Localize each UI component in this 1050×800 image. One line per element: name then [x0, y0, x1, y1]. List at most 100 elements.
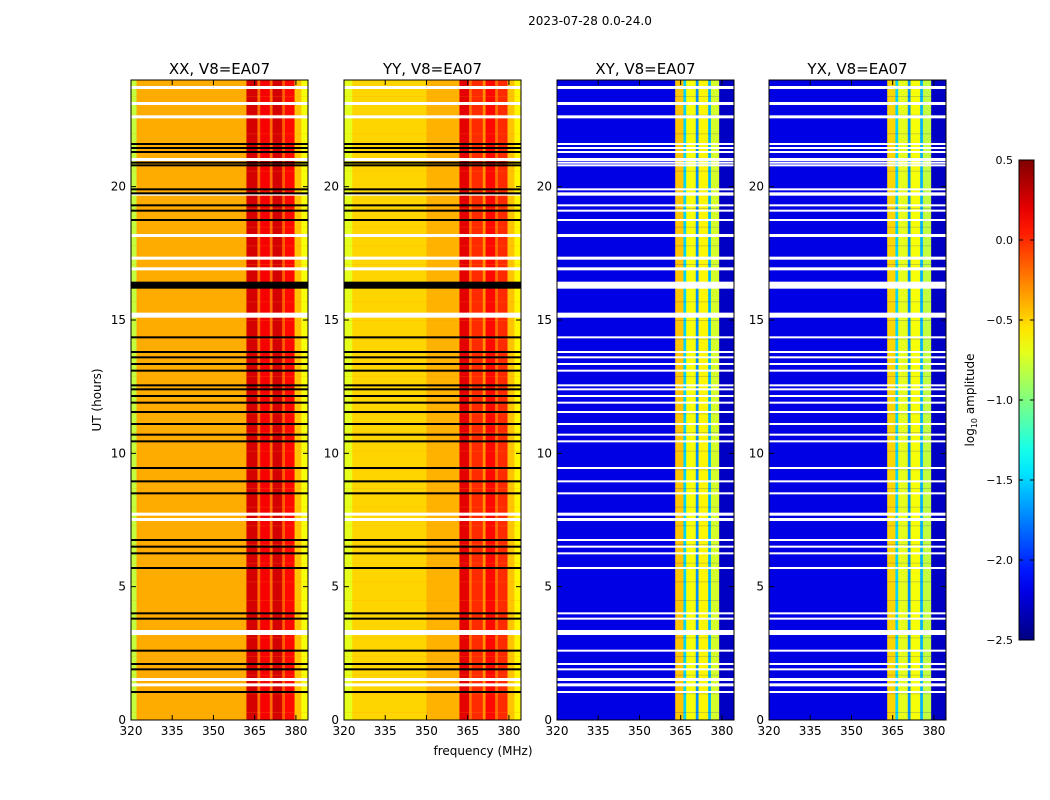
heatmap-band	[136, 80, 247, 720]
flagged-row-black	[131, 351, 308, 353]
heatmap-texture	[769, 506, 946, 508]
heatmap-texture	[769, 114, 946, 116]
heatmap-texture	[557, 413, 734, 415]
panel-title: YY, V8=EA07	[382, 60, 482, 78]
flagged-row-white	[344, 102, 521, 105]
flagged-row-black	[131, 539, 308, 541]
flagged-row-white	[769, 512, 946, 516]
flagged-row-black	[769, 151, 946, 153]
flagged-row-black	[557, 411, 734, 413]
flagged-row-black	[131, 388, 308, 391]
heatmap-texture	[769, 338, 946, 340]
flagged-row-black	[769, 433, 946, 436]
heatmap-texture	[557, 506, 734, 508]
flagged-row-black	[344, 151, 521, 153]
flagged-row-white	[557, 267, 734, 271]
heatmap-texture	[344, 432, 521, 433]
flagged-row-white	[344, 267, 521, 271]
flagged-row-black	[557, 668, 734, 671]
heatmap-texture	[344, 226, 521, 228]
flagged-row-black	[769, 369, 946, 372]
x-tick-label: 365	[881, 724, 904, 738]
x-tick-label: 350	[840, 724, 863, 738]
flagged-row-white	[344, 518, 521, 521]
flagged-row-white	[557, 86, 734, 89]
flagged-row-white	[131, 158, 308, 161]
x-tick-label: 365	[243, 724, 266, 738]
flagged-row-black	[344, 440, 521, 443]
heatmap-texture	[131, 264, 308, 265]
flagged-row-black	[557, 351, 734, 353]
heatmap-texture	[557, 469, 734, 471]
flagged-row-black	[769, 492, 946, 495]
flagged-row-black	[344, 388, 521, 391]
flagged-row-white	[557, 234, 734, 237]
heatmap-texture	[131, 693, 308, 695]
flagged-row-black	[131, 164, 308, 167]
heatmap-texture	[769, 413, 946, 415]
flagged-row-black	[769, 161, 946, 164]
heatmap-texture	[769, 226, 946, 228]
heatmap-texture	[557, 712, 734, 713]
heatmap-texture	[131, 562, 308, 564]
x-tick-label: 350	[415, 724, 438, 738]
flagged-row-black	[769, 480, 946, 483]
flagged-row-black	[557, 612, 734, 615]
flagged-row-black	[769, 395, 946, 397]
flagged-row-black	[557, 147, 734, 149]
heatmap-texture	[131, 226, 308, 228]
heatmap-texture	[769, 301, 946, 303]
heatmap-band	[272, 80, 283, 720]
heatmap-texture	[344, 376, 521, 377]
flagged-row-black	[344, 356, 521, 359]
heatmap-band	[131, 80, 137, 720]
heatmap-texture	[344, 264, 521, 265]
flagged-row-white	[769, 678, 946, 681]
flagged-row-black	[131, 151, 308, 153]
heatmap-texture	[769, 674, 946, 676]
flagged-row-white	[769, 267, 946, 271]
flagged-row-white	[344, 678, 521, 681]
y-tick-label: 10	[537, 446, 552, 460]
heatmap-texture	[344, 208, 521, 209]
flagged-row-black	[131, 411, 308, 413]
flagged-row-black	[131, 423, 308, 425]
panel-frame	[556, 79, 735, 721]
flagged-row-white	[131, 86, 308, 89]
heatmap-texture	[769, 488, 946, 489]
flagged-row-white	[131, 512, 308, 516]
flagged-row-black	[131, 668, 308, 671]
heatmap-band	[282, 80, 286, 720]
flagged-row-black	[131, 384, 308, 387]
heatmap-texture	[769, 600, 946, 601]
heatmap-texture	[344, 488, 521, 489]
flagged-row-black	[344, 617, 521, 620]
heatmap-texture	[131, 170, 308, 172]
flagged-row-white	[769, 630, 946, 635]
x-tick-label: 335	[799, 724, 822, 738]
heatmap-texture	[557, 133, 734, 135]
flagged-row-black	[344, 204, 521, 207]
heatmap-texture	[557, 562, 734, 564]
heatmap-band	[898, 80, 909, 720]
flagged-row-white	[131, 102, 308, 105]
colorbar-label-log: log	[963, 428, 977, 446]
flagged-row-black	[131, 363, 308, 365]
y-tick-label: 5	[544, 580, 552, 594]
heatmap-texture	[557, 674, 734, 676]
heatmap-texture	[557, 450, 734, 452]
heatmap-texture	[344, 245, 521, 247]
flagged-row-black	[769, 411, 946, 413]
flagged-row-white	[344, 312, 521, 318]
heatmap-texture	[344, 170, 521, 172]
flagged-row-white	[344, 234, 521, 237]
heatmap-texture	[344, 693, 521, 695]
x-tick-label: 365	[456, 724, 479, 738]
heatmap-band	[485, 80, 496, 720]
flagged-row-black	[557, 219, 734, 221]
y-tick-label: 0	[756, 713, 764, 727]
heatmap-texture	[769, 712, 946, 713]
flagged-row-black	[557, 433, 734, 436]
flagged-row-white	[131, 234, 308, 237]
flagged-row-black	[131, 281, 308, 289]
